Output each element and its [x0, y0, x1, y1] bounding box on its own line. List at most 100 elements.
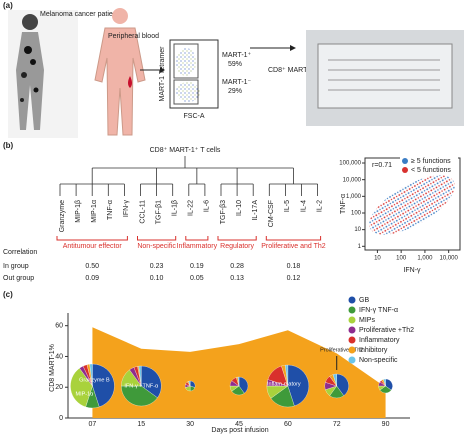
x-tick-label: 15 [137, 421, 145, 428]
scatter-plot: 10 100 1,000 10,000 1 10 100 1,000 10,000 100,000… [339, 157, 461, 262]
group-name: Non-specific [137, 243, 176, 250]
legend-label: Inhibitory [359, 347, 388, 354]
row-label: Correlation [3, 249, 37, 256]
panel-label: (a) [3, 1, 13, 10]
y-tick-label: 100,000 [339, 161, 361, 167]
y-tick-label: 40 [55, 353, 63, 360]
legend-swatch [348, 336, 356, 344]
x-tick-label: 10,000 [439, 256, 458, 262]
leaf-label: MIP-1β [75, 200, 82, 223]
group-name: Proliferative and Th2 [261, 243, 326, 250]
legend-swatch [348, 326, 356, 334]
gate-name: MART-1⁻ [222, 79, 252, 86]
group-bracket [217, 236, 257, 241]
legend-label: Non-specific [359, 357, 398, 364]
legend-label: IFN-γ TNF-α [359, 307, 398, 314]
blood-label: Peripheral blood [108, 33, 159, 40]
legend-label: Proliferative +Th2 [359, 327, 414, 334]
row-label: Out group [3, 275, 34, 282]
legend-label: ≥ 5 functions [411, 158, 451, 165]
y-tick-label: 20 [55, 384, 63, 391]
sorted-label: CD8⁺ MART-1⁺ [268, 67, 317, 74]
legend-swatch [348, 356, 356, 364]
x-tick-label: 1,000 [417, 256, 433, 262]
group-bracket [265, 236, 322, 241]
arrow-head [160, 67, 165, 73]
pie-slice [237, 376, 240, 387]
x-tick-label: 60 [284, 421, 292, 428]
patient-label: Melanoma cancer patient [40, 11, 119, 18]
pie-slice [238, 376, 249, 394]
area-chart: 0 20 40 60 07 15 30 45 60 72 90 Granzyme B MIP-1α IFN… [55, 296, 414, 428]
legend-swatch [348, 296, 356, 304]
row-label: In group [3, 263, 29, 270]
out-group-value: 0.09 [85, 275, 99, 282]
group-bracket [137, 236, 177, 241]
leaf-label: TNF-α [107, 200, 114, 220]
x-tick-label: 07 [89, 421, 97, 428]
x-tick-label: 30 [186, 421, 194, 428]
leaf-label: IL-5 [284, 200, 291, 212]
leaf-label: IL-17A [252, 200, 259, 221]
in-group-value: 0.50 [85, 263, 99, 270]
pie-annotation: Granzyme B [79, 377, 110, 383]
out-group-value: 0.12 [287, 275, 301, 282]
legend-box [400, 157, 458, 165]
pie-slice [70, 367, 93, 408]
legend-box [400, 166, 458, 174]
gate-name: MART-1⁺ [222, 52, 252, 59]
panel-label: (c) [3, 290, 13, 299]
legend-swatch [348, 306, 356, 314]
legend-swatch [402, 158, 408, 164]
group-bracket [185, 236, 209, 241]
gate-percent: 59% [228, 61, 242, 68]
leaf-label: IL-2 [316, 200, 323, 212]
y-axis-label: CD8 MART-1% [49, 344, 56, 392]
device-photo [306, 30, 464, 126]
legend-label: Inflammatory [359, 337, 400, 344]
flow-x-label: FSC-A [184, 113, 205, 120]
pie-slice [141, 365, 162, 398]
legend-swatch [348, 316, 356, 324]
correlation-r: r=0.71 [372, 162, 392, 169]
tree-title: CD8⁺ MART-1⁺ T cells [150, 147, 221, 154]
x-tick-label: 100 [396, 256, 407, 262]
out-group-value: 0.05 [190, 275, 204, 282]
pie-annotation: Inflam-matory [267, 381, 301, 387]
leaf-label: IFN-γ [123, 200, 130, 218]
x-tick-label: 90 [382, 421, 390, 428]
leaf-label: TGF-β3 [220, 200, 227, 224]
group-bracket [56, 236, 128, 241]
x-axis-label: IFN-γ [403, 267, 421, 274]
leaf-label: MIP-1α [91, 200, 98, 223]
y-tick-label: 1,000 [346, 194, 362, 200]
pie-slice [92, 363, 115, 408]
leaf-label: Granzyme [59, 200, 66, 232]
x-tick-label: 45 [235, 421, 243, 428]
leaf-label: IL-22 [188, 200, 195, 216]
y-tick-label: 60 [55, 323, 63, 330]
dendrogram: Granzyme MIP-1β MIP-1α TNF-α IFN-γ Antitumour… [56, 156, 326, 282]
leaf-label: CCL-11 [139, 200, 146, 224]
x-axis-label: Days post infusion [211, 427, 268, 434]
pie-slice [285, 364, 289, 387]
legend-label: < 5 functions [411, 167, 451, 174]
pie-slice [332, 373, 337, 387]
leaf-label: IL-10 [236, 200, 243, 216]
in-group-value: 0.28 [230, 263, 244, 270]
legend-label: GB [359, 297, 369, 304]
in-group-value: 0.19 [190, 263, 204, 270]
pie-annotation: IFN-γ +TNF-α [124, 383, 159, 389]
panel-label: (b) [3, 141, 14, 150]
out-group-value: 0.10 [150, 275, 164, 282]
flow-plot [169, 39, 219, 109]
gate-percent: 29% [228, 88, 242, 95]
leaf-label: IL-4 [300, 200, 307, 212]
x-tick-label: 10 [374, 256, 381, 262]
in-group-value: 0.18 [287, 263, 301, 270]
y-tick-label: 10 [354, 227, 361, 233]
y-tick-label: 0 [59, 415, 63, 422]
legend-swatch [348, 346, 356, 354]
group-name: Regulatory [220, 243, 254, 250]
